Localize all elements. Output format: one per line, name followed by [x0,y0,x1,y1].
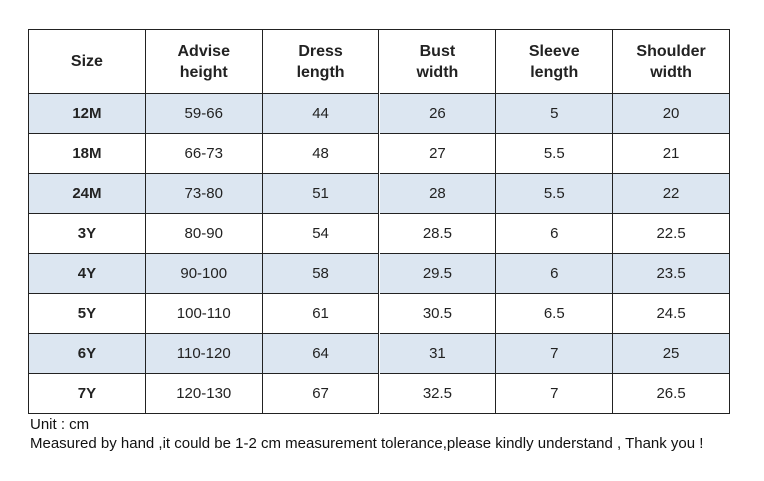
table-cell: 7Y [29,374,146,414]
table-cell: 64 [262,334,380,374]
header-text: height [179,63,228,81]
table-cell: 31 [379,334,497,374]
header-cell: Bust width [379,30,497,94]
table-cell: 90-100 [145,254,263,294]
table-cell: 7 [496,374,614,414]
table-cell: 5.5 [496,134,614,174]
table-cell: 28 [379,174,497,214]
table-cell: 6Y [29,334,146,374]
header-text: Shoulder [636,42,706,60]
table-cell: 73-80 [145,174,263,214]
header-text: Sleeve [528,42,580,60]
header-text: width [416,63,459,81]
table-cell: 7 [496,334,614,374]
header-cell: Dress length [262,30,380,94]
header-cell: Sleeve length [496,30,614,94]
table-cell: 24M [29,174,146,214]
table-cell: 23.5 [613,254,730,294]
table-cell: 21 [613,134,730,174]
table-cell: 28.5 [379,214,497,254]
table-cell: 6 [496,254,614,294]
table-cell: 30.5 [379,294,497,334]
table-cell: 59-66 [145,94,263,134]
header-cell: Shoulder width [613,30,730,94]
table-cell: 6.5 [496,294,614,334]
table-cell: 27 [379,134,497,174]
table-cell: 22.5 [613,214,730,254]
header-text: Dress [298,42,343,60]
table-cell: 4Y [29,254,146,294]
size-table: Size Advise height Dress length Bust width Slee… [28,29,730,414]
table-cell: 48 [262,134,380,174]
table-cell: 5Y [29,294,146,334]
table-cell: 29.5 [379,254,497,294]
table-cell: 24.5 [613,294,730,334]
table-cell: 6 [496,214,614,254]
tolerance-note: Measured by hand ,it could be 1-2 cm mea… [30,435,704,452]
table-cell: 110-120 [145,334,263,374]
table-cell: 67 [262,374,380,414]
table-cell: 100-110 [145,294,263,334]
table-cell: 18M [29,134,146,174]
header-text: width [650,63,692,81]
table-cell: 51 [262,174,380,214]
table-cell: 5.5 [496,174,614,214]
unit-note: Unit : cm [30,416,90,433]
table-cell: 66-73 [145,134,263,174]
table-cell: 44 [262,94,380,134]
table-cell: 54 [262,214,380,254]
header-text: Size [70,53,103,70]
table-cell: 5 [496,94,614,134]
table-cell: 3Y [29,214,146,254]
table-cell: 22 [613,174,730,214]
table-cell: 26 [379,94,497,134]
table-cell: 26.5 [613,374,730,414]
header-text: length [296,63,345,81]
table-cell: 32.5 [379,374,497,414]
header-cell: Advise height [145,30,263,94]
header-text: Advise [177,42,230,60]
table-cell: 12M [29,94,146,134]
header-text: Bust [419,42,456,60]
table-cell: 61 [262,294,380,334]
header-cell: Size [29,30,146,94]
table-cell: 80-90 [145,214,263,254]
table-cell: 58 [262,254,380,294]
header-text: length [530,63,579,81]
table-cell: 120-130 [145,374,263,414]
table-cell: 25 [613,334,730,374]
table-cell: 20 [613,94,730,134]
